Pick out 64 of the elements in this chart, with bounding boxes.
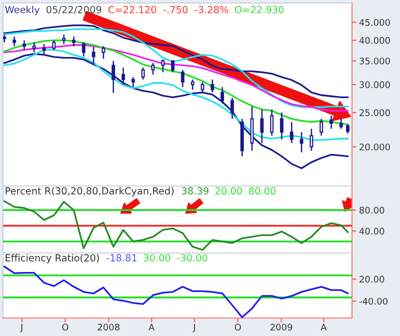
x-tick-label: O [62, 324, 68, 331]
line-series [4, 266, 349, 318]
y-tick-label: 35.000 [360, 58, 390, 64]
candlestick [82, 42, 86, 58]
annotation: C=22.120 -.750 -3.28% [108, 6, 228, 14]
annotation: 20.00 [215, 187, 242, 195]
annotation: -30.00 [177, 254, 208, 262]
candlestick [62, 34, 66, 45]
candlestick [12, 36, 16, 47]
candlestick [210, 78, 214, 94]
candlestick [190, 78, 194, 90]
chart-title: Weekly [5, 6, 40, 16]
candlestick [171, 60, 175, 73]
candlestick [290, 121, 294, 144]
candlestick [230, 97, 234, 120]
chart-title: Percent R(30,20,80,DarkCyan,Red) [6, 187, 174, 196]
candlestick [180, 69, 184, 88]
candlestick [330, 115, 333, 130]
candlestick [52, 40, 56, 51]
line-series [4, 28, 349, 108]
candlestick [72, 36, 76, 47]
y-tick-label: 80.00 [360, 206, 384, 214]
candlestick [151, 62, 155, 76]
line-series [4, 44, 349, 112]
candlestick [220, 86, 224, 104]
candlestick [320, 118, 324, 136]
x-tick-label: O [234, 324, 241, 331]
candlestick [22, 40, 26, 51]
y-tick-label: 40.00 [359, 228, 384, 235]
line-series [4, 200, 349, 251]
y-tick-label: 40.000 [359, 37, 390, 44]
candlestick [200, 81, 204, 94]
candlestick [102, 46, 106, 60]
candlestick [161, 58, 165, 73]
y-tick-label: 20.00 [360, 276, 384, 283]
candlestick [260, 108, 264, 144]
x-tick-label: A [148, 324, 155, 330]
annotation: 38.39 [182, 187, 208, 195]
annotation: 05/22/2009 [46, 6, 102, 14]
x-tick-label: J [192, 324, 195, 332]
candlestick [270, 108, 274, 136]
y-tick-label: 25.000 [360, 109, 390, 116]
chart-title: Efficiency Ratio(20) [6, 254, 99, 264]
x-tick-label: 2009 [270, 324, 292, 331]
x-tick-label: A [320, 324, 327, 330]
candlestick [339, 118, 343, 130]
annotation: 30.00 [144, 254, 170, 262]
candlestick [112, 60, 116, 94]
candlestick [280, 112, 284, 140]
candlestick [122, 66, 125, 86]
y-tick-label: 45.000 [359, 18, 390, 26]
candlestick [300, 132, 304, 153]
annotation: -18.81 [106, 254, 137, 262]
y-tick-label: -40.00 [359, 298, 388, 305]
y-tick-label: 20.000 [360, 144, 390, 150]
candlestick [346, 123, 350, 134]
y-tick-label: 30.000 [360, 81, 390, 88]
candlestick [310, 128, 314, 152]
candlestick [141, 66, 145, 80]
annotation: 80.00 [249, 187, 276, 195]
candlestick [131, 76, 135, 88]
annotation: O=22.930 [235, 6, 284, 14]
x-tick-label: 2008 [98, 324, 120, 331]
x-tick-label: J [20, 324, 22, 332]
